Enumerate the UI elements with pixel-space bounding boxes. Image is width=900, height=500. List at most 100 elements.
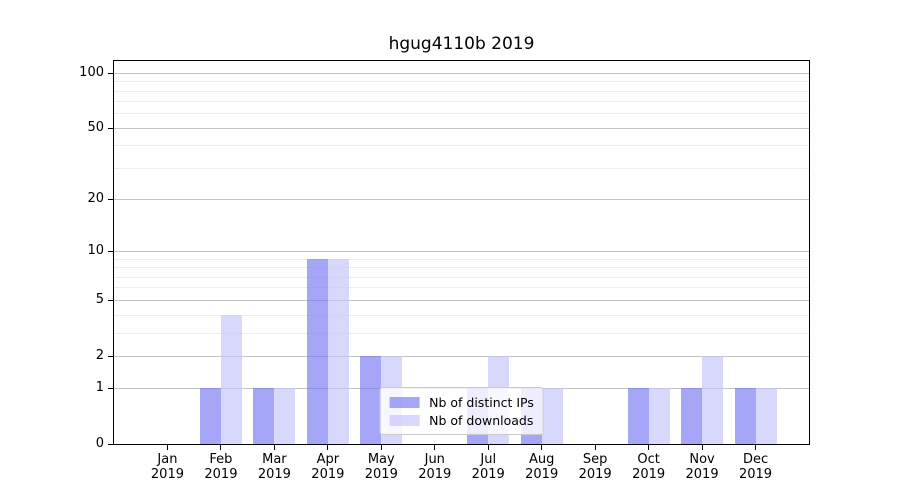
gridline-minor [114,145,809,147]
y-tick-label: 1 [95,380,104,396]
x-tick-label-year: 2019 [257,467,291,482]
x-tick-mark [166,445,168,450]
y-tick-mark [108,199,113,201]
chart-title: hgug4110b 2019 [388,34,535,54]
x-tick-label-month: Sep [582,452,608,467]
gridline-minor [114,287,809,289]
legend: Nb of distinct IPs Nb of downloads [379,387,544,435]
legend-entry-label: Nb of downloads [429,412,534,428]
x-tick-label-month: Mar [262,452,287,467]
legend-swatch-distinct-ips-icon [389,396,420,408]
x-tick-label: Sep 2019 [555,452,635,482]
x-tick-label-month: Oct [637,452,660,467]
y-tick-mark [108,388,113,390]
legend-entry-label: Nb of distinct IPs [429,394,534,410]
y-tick-label: 50 [87,119,104,135]
x-tick-label-month: Dec [742,452,769,467]
y-tick-mark [108,251,113,253]
x-tick-label: Jan 2019 [127,452,207,482]
x-tick-label: Apr 2019 [288,452,368,482]
gridline-minor [114,314,809,316]
gridline-minor [114,101,809,103]
x-tick-mark [755,445,757,450]
x-tick-mark [220,445,222,450]
x-tick-label-year: 2019 [364,467,398,482]
gridline-minor [114,276,809,278]
x-tick-label-year: 2019 [578,467,612,482]
y-tick-label: 100 [79,64,104,80]
gridline-minor [114,332,809,334]
gridline-major [114,299,809,301]
gridline-major [114,199,809,201]
x-tick-label: Nov 2019 [662,452,742,482]
y-tick-label: 20 [87,191,104,207]
x-tick-mark [327,445,329,450]
x-tick-mark [701,445,703,450]
x-tick-label-year: 2019 [471,467,505,482]
y-tick-mark [108,444,113,445]
y-tick-label: 5 [95,291,104,307]
bar-distinct-ips [199,388,221,444]
x-tick-mark [434,445,436,450]
x-tick-label: Mar 2019 [234,452,314,482]
x-tick-label: Jun 2019 [395,452,475,482]
bar-downloads [702,355,724,444]
legend-swatch-downloads-icon [389,414,420,426]
x-tick-label: Aug 2019 [502,452,582,482]
x-tick-label-year: 2019 [311,467,345,482]
x-tick-label: May 2019 [341,452,421,482]
x-tick-label-year: 2019 [632,467,666,482]
x-tick-label-year: 2019 [418,467,452,482]
x-tick-label-year: 2019 [685,467,719,482]
x-tick-mark [487,445,489,450]
x-tick-label-month: Jan [157,452,178,467]
bar-distinct-ips [360,355,382,444]
x-tick-label: Dec 2019 [716,452,796,482]
y-tick-mark [108,299,113,301]
y-tick-label: 2 [95,347,104,363]
x-tick-label: Oct 2019 [609,452,689,482]
bar-distinct-ips [253,388,275,444]
x-tick-mark [380,445,382,450]
y-tick-label: 0 [95,436,104,451]
bar-downloads [327,258,349,444]
bar-distinct-ips [681,388,703,444]
gridline-major [114,251,809,253]
x-tick-label-month: Aug [528,452,555,467]
gridline-major [114,127,809,129]
gridline-minor [114,81,809,83]
gridline-major [114,72,809,74]
y-tick-mark [108,72,113,74]
gridline-minor [114,267,809,269]
x-tick-mark [273,445,275,450]
bar-distinct-ips [627,388,649,444]
x-tick-label-month: May [367,452,395,467]
bar-downloads [220,314,242,444]
x-tick-label-month: Apr [316,452,340,467]
x-tick-label-year: 2019 [204,467,238,482]
gridline-minor [114,167,809,169]
x-tick-mark [648,445,650,450]
x-tick-label-year: 2019 [738,467,773,482]
bar-downloads [541,388,563,444]
bar-distinct-ips [306,258,328,444]
x-tick-label: Feb 2019 [181,452,261,482]
x-tick-label-year: 2019 [525,467,559,482]
x-tick-mark [594,445,596,450]
x-tick-label-month: Jul [480,452,497,467]
gridline-minor [114,90,809,92]
bar-distinct-ips [734,388,756,444]
gridline-minor [114,113,809,115]
x-tick-label-month: Feb [209,452,233,467]
gridline-minor [114,258,809,260]
bar-downloads [648,388,670,444]
bar-downloads [755,388,777,444]
y-tick-mark [108,355,113,357]
x-tick-label-year: 2019 [150,467,184,482]
legend-entry: Nb of downloads [389,411,534,429]
x-tick-label: Jul 2019 [448,452,528,482]
x-tick-label-month: Jun [424,452,445,467]
gridline-major [114,355,809,357]
x-tick-label-month: Nov [689,452,715,467]
